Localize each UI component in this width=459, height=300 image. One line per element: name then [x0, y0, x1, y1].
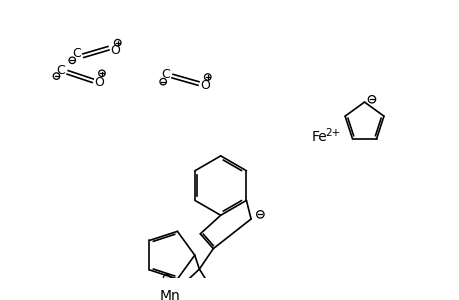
- Text: Mn: Mn: [159, 289, 179, 300]
- Text: C: C: [161, 68, 170, 81]
- Text: Fe: Fe: [311, 130, 327, 144]
- Text: O: O: [94, 76, 104, 89]
- Text: O: O: [110, 44, 120, 57]
- Text: C: C: [73, 47, 81, 60]
- Text: O: O: [200, 79, 209, 92]
- Text: 2+: 2+: [325, 128, 340, 138]
- Text: C: C: [56, 64, 65, 77]
